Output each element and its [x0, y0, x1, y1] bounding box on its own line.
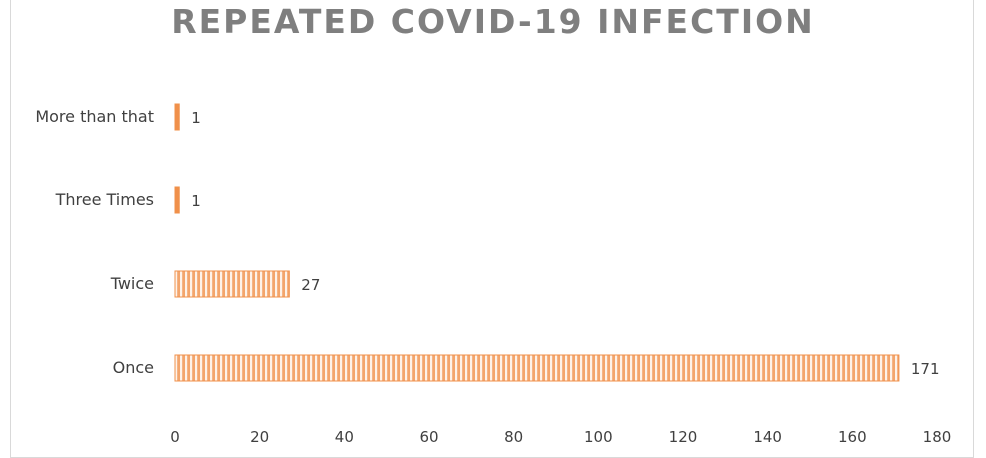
data-label-three-times: 1 — [191, 192, 201, 210]
bars-group — [174, 103, 900, 382]
x-tick-label-120: 120 — [669, 428, 698, 446]
x-tick-label-40: 40 — [335, 428, 354, 446]
category-label-once: Once — [113, 358, 154, 377]
data-label-more-than-that: 1 — [191, 109, 201, 127]
category-label-more-than-that: More than that — [35, 107, 154, 126]
bar-chart: More than that Three Times Twice Once 0 20 40… — [35, 103, 951, 446]
data-labels: 1 1 27 171 — [191, 109, 939, 378]
x-tick-label-140: 140 — [753, 428, 782, 446]
x-tick-label-0: 0 — [170, 428, 180, 446]
x-tick-label-80: 80 — [504, 428, 523, 446]
data-label-twice: 27 — [301, 276, 320, 294]
bar-twice — [174, 270, 290, 298]
bar-three-times — [174, 186, 180, 214]
x-tick-label-60: 60 — [419, 428, 438, 446]
x-tick-label-180: 180 — [923, 428, 952, 446]
data-label-once: 171 — [911, 360, 940, 378]
bar-once — [174, 354, 900, 382]
x-axis-ticks: 0 20 40 60 80 100 120 140 160 180 — [170, 428, 951, 446]
x-tick-label-100: 100 — [584, 428, 613, 446]
category-label-three-times: Three Times — [55, 190, 154, 209]
category-labels: More than that Three Times Twice Once — [35, 107, 154, 377]
category-label-twice: Twice — [110, 274, 154, 293]
bar-more-than-that — [174, 103, 180, 131]
x-tick-label-160: 160 — [838, 428, 867, 446]
chart-title: REPEATED COVID-19 INFECTION — [171, 2, 815, 41]
x-tick-label-20: 20 — [250, 428, 269, 446]
